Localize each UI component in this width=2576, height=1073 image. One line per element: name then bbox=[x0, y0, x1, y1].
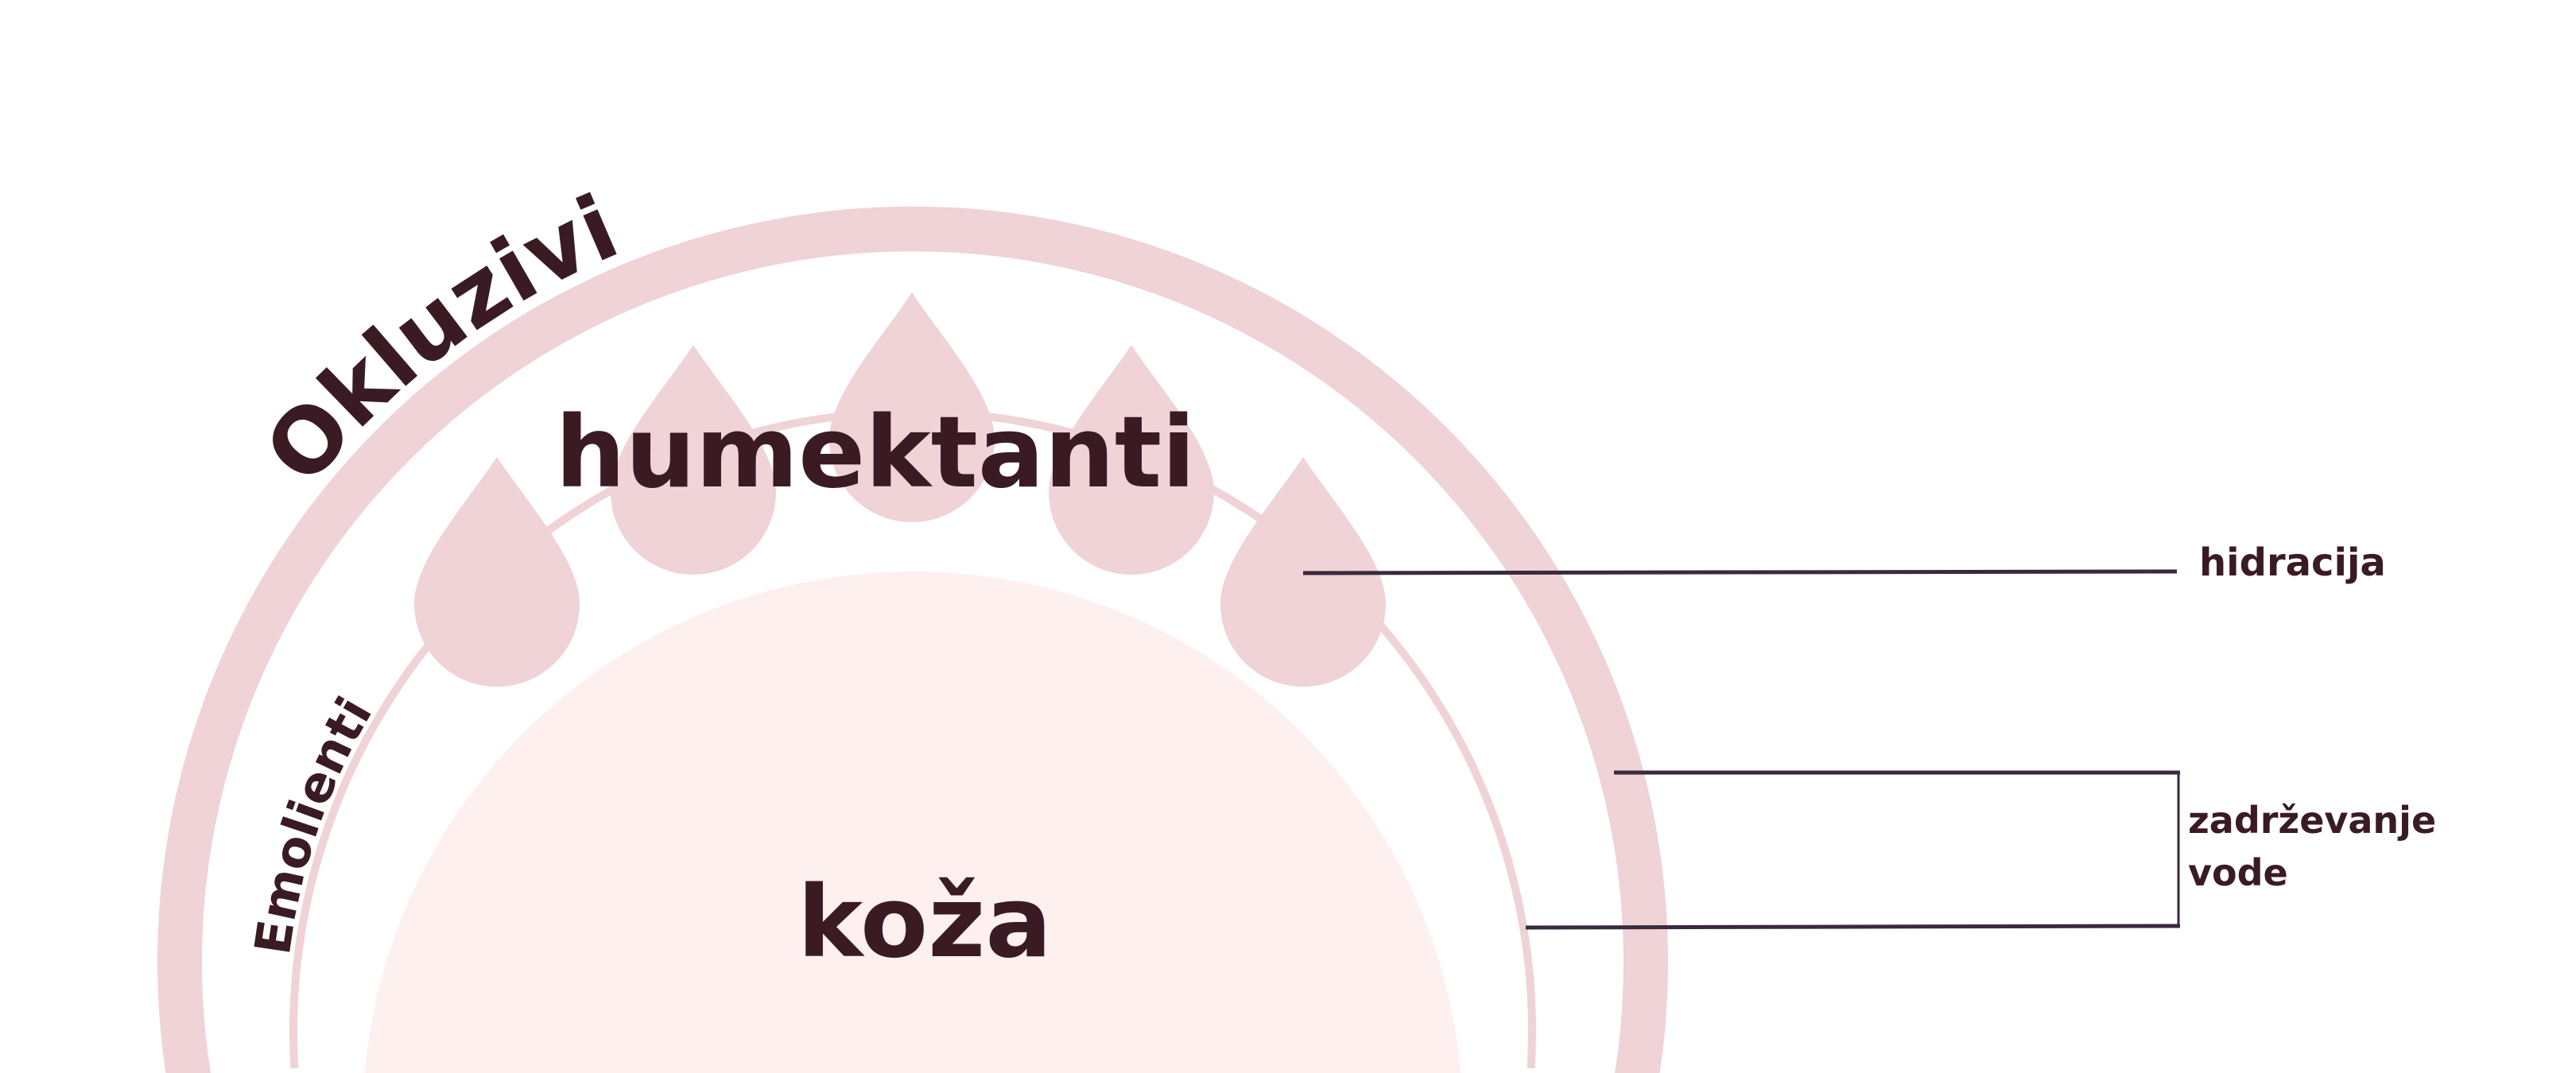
water-drop-icon bbox=[1049, 345, 1214, 575]
emollients-label-text: Emolienti bbox=[243, 688, 383, 959]
water-drop-icon bbox=[414, 457, 580, 687]
emollients-label: Emolienti bbox=[243, 688, 383, 959]
water-drop-icon bbox=[829, 292, 995, 522]
hydration-label: hidracija bbox=[2199, 540, 2386, 585]
skin-circle bbox=[364, 571, 1461, 1073]
humectants-label: humektanti bbox=[555, 396, 1195, 510]
water-retention-label-line2: vode bbox=[2188, 851, 2288, 894]
skin-label: koža bbox=[797, 866, 1052, 980]
humectant-drops bbox=[414, 292, 1386, 687]
hydration-leader-line bbox=[1302, 569, 2178, 575]
water-retention-label-line1: zadrževanje bbox=[2188, 799, 2436, 842]
water-retention-bracket bbox=[1525, 770, 2181, 930]
water-drop-icon bbox=[611, 345, 776, 575]
